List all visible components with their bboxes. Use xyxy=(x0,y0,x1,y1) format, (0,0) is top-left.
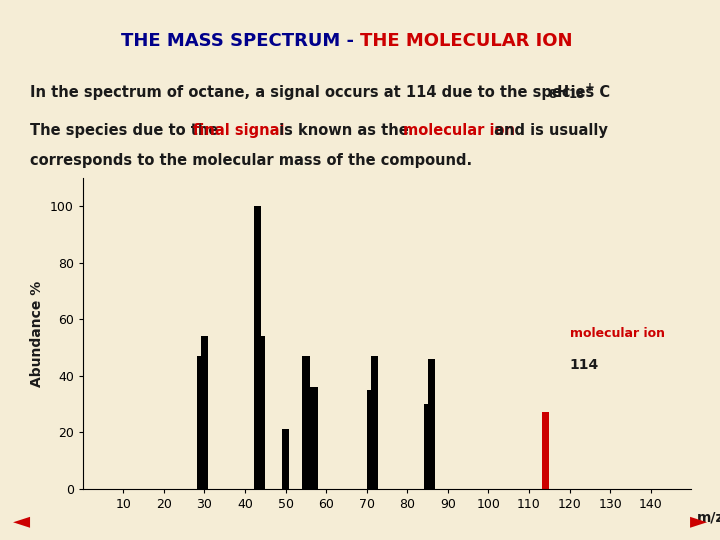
Text: 114: 114 xyxy=(570,357,599,372)
Text: corresponds to the molecular mass of the compound.: corresponds to the molecular mass of the… xyxy=(30,153,472,168)
Bar xyxy=(367,390,374,489)
Text: THE MASS SPECTRUM -: THE MASS SPECTRUM - xyxy=(121,31,360,50)
Bar xyxy=(197,356,204,489)
Text: is known as the: is known as the xyxy=(274,123,414,138)
Bar xyxy=(424,404,431,489)
Text: The species due to the: The species due to the xyxy=(30,123,223,138)
Text: and is usually: and is usually xyxy=(489,123,608,138)
Text: H: H xyxy=(557,85,570,100)
Bar xyxy=(302,356,310,489)
Text: THE MOLECULAR ION: THE MOLECULAR ION xyxy=(360,31,572,50)
Y-axis label: Abundance %: Abundance % xyxy=(30,280,45,387)
Bar xyxy=(253,206,261,489)
Text: final signal: final signal xyxy=(193,123,284,138)
Text: 8: 8 xyxy=(548,88,557,101)
Bar xyxy=(201,336,208,489)
Text: 18: 18 xyxy=(569,88,585,101)
Text: In the spectrum of octane, a signal occurs at 114 due to the species C: In the spectrum of octane, a signal occu… xyxy=(30,85,610,100)
Text: +: + xyxy=(585,81,595,94)
Bar xyxy=(428,359,436,489)
Text: ◄: ◄ xyxy=(13,511,30,531)
Text: molecular ion: molecular ion xyxy=(403,123,515,138)
Text: ►: ► xyxy=(690,511,707,531)
Text: molecular ion: molecular ion xyxy=(570,327,665,340)
Bar xyxy=(541,413,549,489)
Bar xyxy=(310,387,318,489)
Bar xyxy=(282,429,289,489)
Bar xyxy=(258,336,265,489)
Text: m/z: m/z xyxy=(697,510,720,524)
Bar xyxy=(372,356,379,489)
